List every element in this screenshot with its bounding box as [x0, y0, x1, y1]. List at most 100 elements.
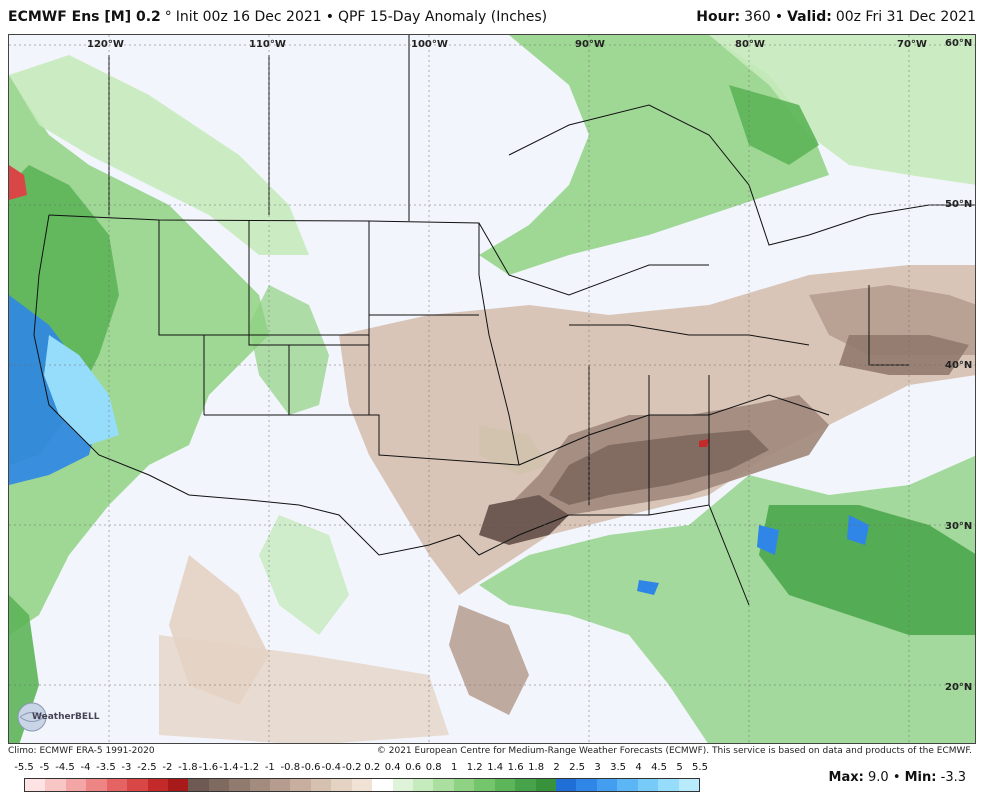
colorbar-tick-label: 3: [594, 762, 601, 773]
colorbar-tick-label: 5.5: [692, 762, 708, 773]
colorbar-tick-label: -2.5: [137, 762, 157, 773]
max-min-readout: Max: 9.0 • Min: -3.3: [829, 770, 966, 785]
colorbar-swatch: [474, 779, 495, 791]
colorbar-swatch: [351, 779, 373, 791]
colorbar-swatch: [392, 779, 414, 791]
colorbar-tick-label: -2: [162, 762, 173, 773]
colorbar-tick-label: 2: [553, 762, 560, 773]
colorbar-swatch: [617, 779, 638, 791]
colorbar-tick-label: -1.6: [198, 762, 219, 773]
colorbar-tick-label: -0.8: [280, 762, 301, 773]
lon-label-100w: 100°W: [411, 39, 448, 50]
map-canvas: [9, 35, 975, 743]
colorbar-labels: -5.5 -5 -4.5 -4 -3.5 -3 -2.5 -2 -1.8 -1.6 -1.4 -1.2…: [14, 762, 708, 776]
lon-label-120w: 120°W: [87, 39, 124, 50]
header-right: Hour: 360 • Valid: 00z Fri 31 Dec 2021: [696, 9, 976, 25]
colorbar-swatch: [167, 779, 189, 791]
colorbar-swatch: [290, 779, 311, 791]
colorbar-tick-label: -0.4: [321, 762, 342, 773]
valid-label: Valid:: [787, 9, 832, 25]
political-boundaries: [33, 35, 975, 606]
colorbar-swatch: [249, 779, 271, 791]
colorbar-tick-label: -1.2: [239, 762, 260, 773]
colorbar-tick-label: -3: [121, 762, 132, 773]
colorbar-swatch: [86, 779, 107, 791]
colorbar-swatch: [229, 779, 250, 791]
max-value: 9.0: [867, 770, 889, 785]
colorbar-tick-label: 3.5: [610, 762, 626, 773]
lat-label-30n: 30°N: [945, 521, 973, 532]
valid-value: 00z Fri 31 Dec 2021: [835, 9, 976, 25]
lat-label-40n: 40°N: [945, 360, 973, 371]
lat-label-60n: 60°N: [945, 38, 973, 49]
colorbar-tick-label: 2.5: [569, 762, 586, 773]
colorbar-swatches: [24, 778, 700, 792]
colorbar-tick-label: 4.5: [651, 762, 667, 773]
hour-label: Hour:: [696, 9, 741, 25]
climo-note: Climo: ECMWF ERA-5 1991-2020: [8, 746, 155, 756]
copyright-note: © 2021 European Centre for Medium-Range …: [376, 746, 972, 756]
lat-label-50n: 50°N: [945, 199, 973, 210]
anomaly-map: 120°W 110°W 100°W 90°W 80°W 70°W 60°N 50…: [8, 34, 976, 744]
colorbar-tick-label: 1.8: [528, 762, 545, 773]
max-label: Max:: [828, 770, 864, 785]
product-name: QPF 15-Day Anomaly (Inches): [337, 9, 548, 25]
colorbar-swatch: [596, 779, 618, 791]
colorbar: -5.5 -5 -4.5 -4 -3.5 -3 -2.5 -2 -1.8 -1.6 -1.4 -1.2…: [14, 762, 708, 802]
colorbar-swatch: [310, 779, 332, 791]
weatherbell-logo: WeatherBELL: [14, 700, 104, 734]
colorbar-swatch: [65, 779, 87, 791]
dry-anomaly-areas: [159, 265, 975, 743]
map-header: ECMWF Ens [M] 0.2 ° Init 00z 16 Dec 2021 …: [8, 0, 976, 34]
colorbar-swatch: [494, 779, 516, 791]
model-name: ECMWF Ens [M] 0.2: [8, 9, 161, 25]
header-bullet-2: •: [774, 9, 784, 25]
colorbar-tick-label: -4: [80, 762, 91, 773]
colorbar-swatch: [188, 779, 209, 791]
hour-value: 360: [744, 9, 771, 25]
red-anomaly-pacific-nw: [9, 165, 27, 200]
colorbar-swatch: [127, 779, 148, 791]
colorbar-tick-label: -5.5: [14, 762, 34, 773]
colorbar-tick-label: -1.4: [219, 762, 239, 773]
colorbar-swatch: [270, 779, 291, 791]
colorbar-tick-label: -3.5: [96, 762, 116, 773]
colorbar-swatch: [555, 779, 577, 791]
colorbar-tick-label: 5: [676, 762, 683, 773]
lon-label-80w: 80°W: [735, 39, 765, 50]
header-left: ECMWF Ens [M] 0.2 ° Init 00z 16 Dec 2021 …: [8, 9, 547, 25]
lon-label-70w: 70°W: [897, 39, 927, 50]
colorbar-swatch: [535, 779, 556, 791]
logo-text: WeatherBELL: [32, 712, 100, 722]
colorbar-tick-label: 0.8: [425, 762, 442, 773]
colorbar-swatch: [372, 779, 393, 791]
colorbar-tick-label: 0.4: [384, 762, 401, 773]
colorbar-tick-label: 1.2: [466, 762, 483, 773]
logo-globe-icon: [17, 702, 47, 732]
colorbar-swatch: [576, 779, 597, 791]
colorbar-swatch: [637, 779, 659, 791]
colorbar-tick-label: 1.6: [507, 762, 524, 773]
colorbar-swatch: [106, 779, 128, 791]
colorbar-tick-label: -1.8: [178, 762, 198, 773]
init-time: Init 00z 16 Dec 2021: [175, 9, 322, 25]
degree-symbol: °: [164, 9, 172, 25]
header-bullet: •: [325, 9, 334, 25]
colorbar-swatch: [45, 779, 66, 791]
lat-label-20n: 20°N: [945, 682, 973, 693]
wet-anomaly-areas: [9, 35, 975, 743]
colorbar-tick-label: 0.2: [364, 762, 381, 773]
colorbar-tick-label: 0.6: [405, 762, 422, 773]
colorbar-swatch: [433, 779, 454, 791]
lon-label-110w: 110°W: [249, 39, 286, 50]
colorbar-tick-label: -5: [39, 762, 50, 773]
colorbar-swatch: [453, 779, 475, 791]
colorbar-tick-label: -0.2: [341, 762, 362, 773]
colorbar-swatch: [331, 779, 352, 791]
graticule: [9, 35, 975, 743]
colorbar-tick-label: 4: [635, 762, 642, 773]
colorbar-tick-label: -4.5: [55, 762, 75, 773]
colorbar-tick-label: 1.4: [487, 762, 504, 773]
maxmin-bullet: •: [892, 770, 901, 785]
colorbar-tick-label: 1: [450, 762, 458, 773]
